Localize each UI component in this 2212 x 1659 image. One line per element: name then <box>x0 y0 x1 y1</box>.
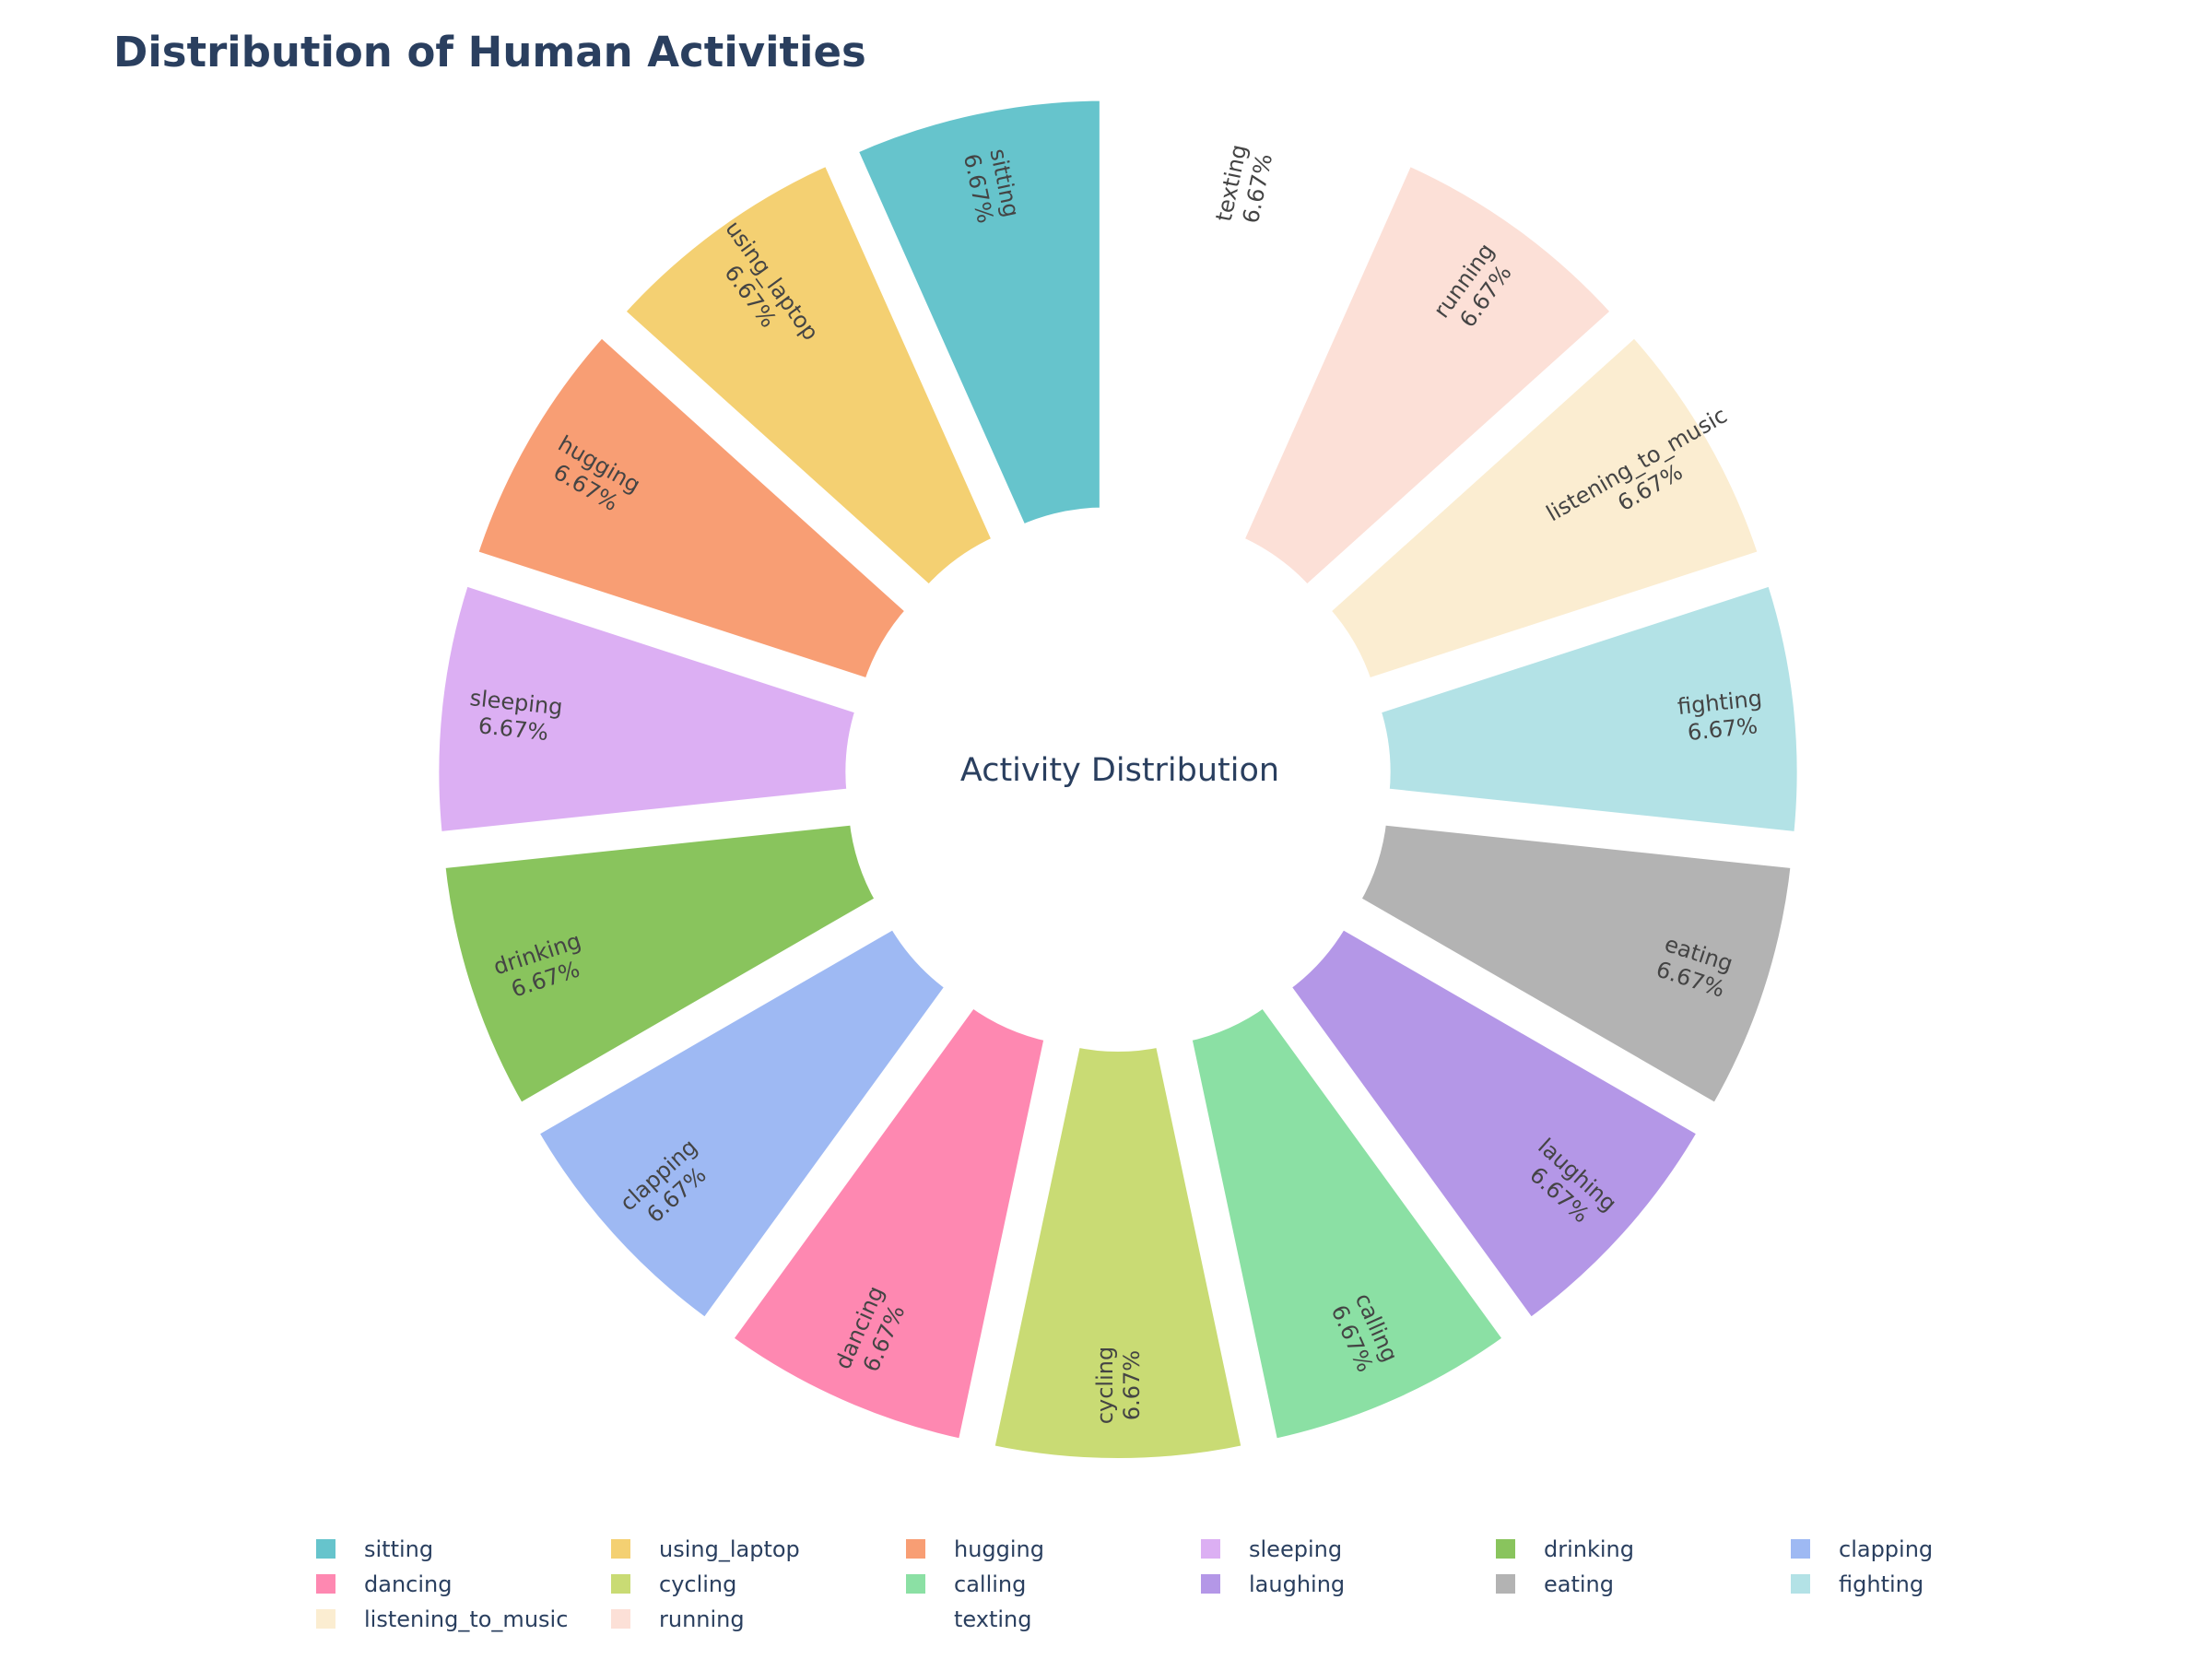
legend-label: clapping <box>1839 1536 1933 1562</box>
legend-item-eating[interactable]: eating <box>1496 1571 1614 1597</box>
legend-swatch <box>611 1574 630 1594</box>
legend-label: drinking <box>1544 1536 1634 1562</box>
center-label: Activity Distribution <box>960 752 1279 789</box>
legend-item-laughing[interactable]: laughing <box>1201 1571 1345 1597</box>
chart-title: Distribution of Human Activities <box>113 28 866 76</box>
pie-slice-clapping[interactable] <box>526 917 957 1330</box>
pie-slice-hugging[interactable] <box>466 325 918 690</box>
pie-slice-texting[interactable] <box>1125 89 1390 536</box>
legend-swatch <box>611 1539 630 1559</box>
legend-label: calling <box>954 1571 1026 1597</box>
slices-group <box>428 89 1808 1469</box>
legend-swatch <box>1791 1574 1810 1594</box>
legend-swatch <box>1496 1539 1515 1559</box>
pie-slice-running[interactable] <box>1232 154 1623 597</box>
legend-item-drinking[interactable]: drinking <box>1496 1536 1634 1562</box>
legend-label: hugging <box>954 1536 1044 1562</box>
legend-swatch <box>1791 1539 1810 1559</box>
legend-item-clapping[interactable]: clapping <box>1791 1536 1933 1562</box>
legend-swatch <box>906 1574 925 1594</box>
pie-slice-sleeping[interactable] <box>428 574 867 843</box>
legend-label: dancing <box>364 1571 452 1597</box>
legend-item-texting[interactable]: texting <box>906 1606 1031 1632</box>
slice-label-cycling: cycling6.67% <box>1092 1347 1145 1424</box>
legend-swatch <box>906 1609 925 1629</box>
legend-item-using-laptop[interactable]: using_laptop <box>611 1536 800 1562</box>
legend-swatch <box>906 1539 925 1559</box>
legend-label: texting <box>954 1606 1031 1632</box>
legend-item-hugging[interactable]: hugging <box>906 1536 1044 1562</box>
legend: sitting using_laptop hugging sleeping drinki… <box>316 1536 1933 1632</box>
legend-item-dancing[interactable]: dancing <box>316 1571 452 1597</box>
legend-label: eating <box>1544 1571 1614 1597</box>
legend-item-sitting[interactable]: sitting <box>316 1536 433 1562</box>
legend-swatch <box>1201 1539 1220 1559</box>
pie-slice-listening-to-music[interactable] <box>1318 325 1770 690</box>
legend-swatch <box>316 1574 335 1594</box>
pie-slice-sitting[interactable] <box>846 89 1111 536</box>
legend-label: laughing <box>1249 1571 1345 1597</box>
legend-swatch <box>1201 1574 1220 1594</box>
legend-swatch <box>316 1609 335 1629</box>
legend-item-sleeping[interactable]: sleeping <box>1201 1536 1342 1562</box>
legend-label: fighting <box>1839 1571 1924 1597</box>
legend-item-cycling[interactable]: cycling <box>611 1571 736 1597</box>
legend-swatch <box>611 1609 630 1629</box>
legend-item-fighting[interactable]: fighting <box>1791 1571 1924 1597</box>
slice-label-fighting: fighting6.67% <box>1677 686 1767 747</box>
legend-label: using_laptop <box>659 1536 800 1562</box>
pie-slice-dancing[interactable] <box>721 995 1056 1451</box>
legend-label: sleeping <box>1249 1536 1342 1562</box>
legend-label: sitting <box>364 1536 433 1562</box>
pie-slice-eating[interactable] <box>1348 814 1802 1115</box>
slice-label-name: cycling <box>1092 1347 1118 1424</box>
legend-label: running <box>659 1606 745 1632</box>
slice-label-percent: 6.67% <box>1119 1350 1145 1420</box>
pie-slice-laughing[interactable] <box>1279 917 1710 1330</box>
legend-swatch <box>316 1539 335 1559</box>
pie-slice-fighting[interactable] <box>1369 574 1808 843</box>
legend-label: listening_to_music <box>364 1606 568 1632</box>
legend-label: cycling <box>659 1571 736 1597</box>
legend-item-calling[interactable]: calling <box>906 1571 1026 1597</box>
legend-item-listening-to-music[interactable]: listening_to_music <box>316 1606 568 1632</box>
pie-slice-calling[interactable] <box>1180 995 1515 1451</box>
legend-item-running[interactable]: running <box>611 1606 745 1632</box>
pie-slice-using-laptop[interactable] <box>613 154 1004 597</box>
pie-slice-drinking[interactable] <box>434 814 888 1115</box>
legend-swatch <box>1496 1574 1515 1594</box>
pie-slice-cycling[interactable] <box>982 1036 1253 1469</box>
